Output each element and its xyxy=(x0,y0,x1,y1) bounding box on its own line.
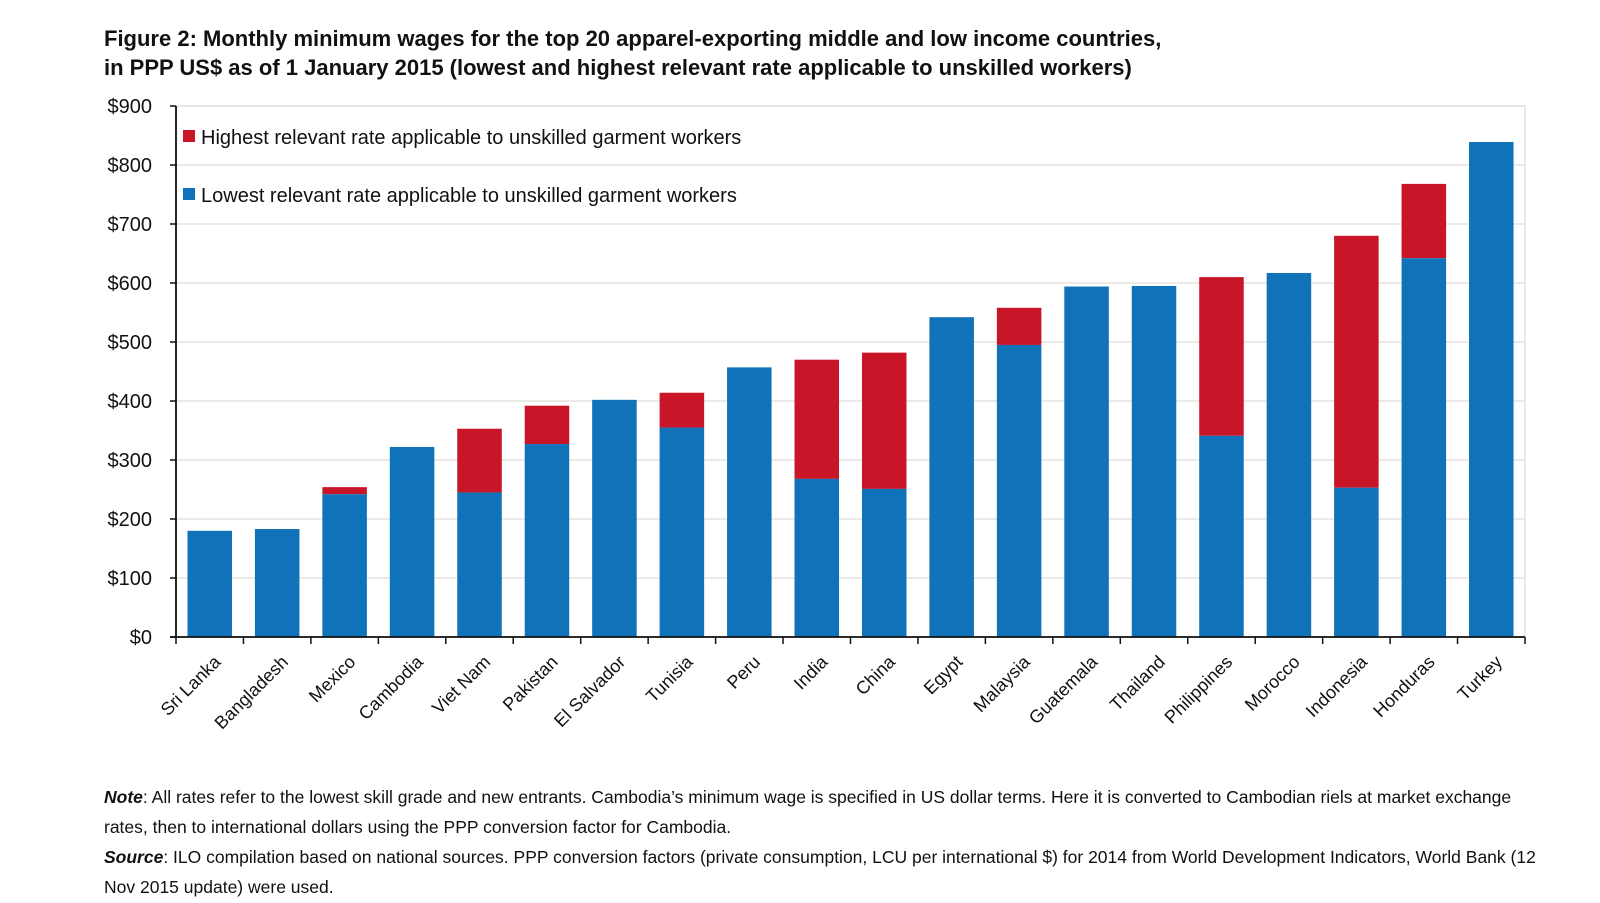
legend-label-highest: Highest relevant rate applicable to unsk… xyxy=(201,127,741,149)
bar-highest-honduras xyxy=(1401,183,1447,259)
bar-highest-viet-nam xyxy=(457,428,502,493)
bar-highest-indonesia xyxy=(1334,235,1379,488)
bar-lowest-turkey xyxy=(1469,141,1514,638)
bar-lowest-thailand xyxy=(1131,285,1177,637)
source-paragraph: Source: ILO compilation based on nationa… xyxy=(104,842,1544,902)
y-tick-label: $200 xyxy=(108,509,153,531)
bar-lowest-honduras xyxy=(1401,258,1447,637)
bar-lowest-guatemala xyxy=(1064,286,1109,637)
x-tick-label: India xyxy=(790,651,832,693)
bar-lowest-cambodia xyxy=(389,447,435,637)
legend-swatch-highest xyxy=(183,130,195,142)
x-tick-label: Thailand xyxy=(1106,652,1169,715)
bar-highest-india xyxy=(794,359,840,479)
y-tick-label: $700 xyxy=(108,214,153,236)
bar-lowest-philippines xyxy=(1199,435,1244,637)
bar-lowest-indonesia xyxy=(1334,487,1379,637)
x-tick-label: Guatemala xyxy=(1025,651,1102,728)
bar-lowest-tunisia xyxy=(659,427,705,637)
x-tick-label: Viet Nam xyxy=(428,652,494,718)
note-label: Note xyxy=(104,787,143,807)
y-tick-label: $0 xyxy=(130,627,152,649)
bar-lowest-china xyxy=(861,488,907,637)
x-tick-label: El Salvador xyxy=(550,652,629,731)
y-tick-label: $900 xyxy=(108,96,153,118)
gridlines xyxy=(176,105,1525,579)
bar-lowest-bangladesh xyxy=(254,529,300,637)
note-paragraph: Note: All rates refer to the lowest skil… xyxy=(104,782,1544,842)
x-tick-label: Egypt xyxy=(920,652,967,699)
bar-lowest-mexico xyxy=(322,494,367,637)
bar-lowest-sri-lanka xyxy=(187,530,232,637)
y-tick-label: $400 xyxy=(108,391,153,413)
x-tick-label: Bangladesh xyxy=(211,652,292,733)
legend: Highest relevant rate applicable to unsk… xyxy=(183,127,741,207)
source-label: Source xyxy=(104,847,164,867)
chart-notes: Note: All rates refer to the lowest skil… xyxy=(104,782,1544,902)
bar-lowest-egypt xyxy=(929,317,974,637)
y-axis-labels: $0 $100 $200 $300 $400 $500 $600 $700 $800 $900 xyxy=(108,96,153,649)
axes xyxy=(170,105,1526,644)
bar-lowest-pakistan xyxy=(524,444,570,637)
legend-label-lowest: Lowest relevant rate applicable to unski… xyxy=(201,185,737,207)
source-text: : ILO compilation based on national sour… xyxy=(104,847,1536,897)
bar-chart: $0 $100 $200 $300 $400 $500 $600 $700 $800 $900 S… xyxy=(108,96,1526,733)
y-tick-label: $300 xyxy=(108,450,153,472)
chart-title-line-2: in PPP US$ as of 1 January 2015 (lowest … xyxy=(104,55,1132,80)
bar-highest-pakistan xyxy=(524,405,570,445)
chart-title: Figure 2: Monthly minimum wages for the … xyxy=(104,24,1544,82)
y-tick-label: $500 xyxy=(108,332,153,354)
chart-title-line-1: Figure 2: Monthly minimum wages for the … xyxy=(104,26,1162,51)
x-tick-label: China xyxy=(852,651,900,699)
bar-lowest-el-salvador xyxy=(592,399,637,637)
bar-lowest-peru xyxy=(727,367,772,637)
bar-highest-philippines xyxy=(1199,277,1244,436)
bars xyxy=(187,141,1514,638)
x-tick-label: Sri Lanka xyxy=(157,651,226,720)
x-tick-label: Mexico xyxy=(305,652,359,706)
x-tick-label: Malaysia xyxy=(970,651,1035,716)
bar-lowest-morocco xyxy=(1266,272,1312,637)
y-tick-label: $100 xyxy=(108,568,153,590)
x-tick-label: Cambodia xyxy=(355,651,428,724)
bar-highest-tunisia xyxy=(659,392,705,428)
x-tick-label: Indonesia xyxy=(1302,651,1372,721)
x-tick-label: Honduras xyxy=(1369,652,1438,721)
note-text: : All rates refer to the lowest skill gr… xyxy=(104,787,1512,837)
bar-highest-malaysia xyxy=(996,307,1042,345)
x-tick-label: Turkey xyxy=(1454,652,1507,705)
y-tick-label: $600 xyxy=(108,273,153,295)
bar-highest-china xyxy=(861,352,907,489)
x-tick-label: Tunisia xyxy=(642,651,697,706)
bar-lowest-india xyxy=(794,478,840,637)
x-tick-label: Peru xyxy=(723,652,764,693)
bar-lowest-viet-nam xyxy=(457,492,502,637)
x-tick-label: Morocco xyxy=(1241,652,1304,715)
y-tick-label: $800 xyxy=(108,155,153,177)
legend-swatch-lowest xyxy=(183,188,195,200)
bar-highest-mexico xyxy=(322,487,367,495)
x-tick-label: Philippines xyxy=(1161,652,1237,728)
x-tick-label: Pakistan xyxy=(499,652,562,715)
bar-lowest-malaysia xyxy=(996,344,1042,637)
